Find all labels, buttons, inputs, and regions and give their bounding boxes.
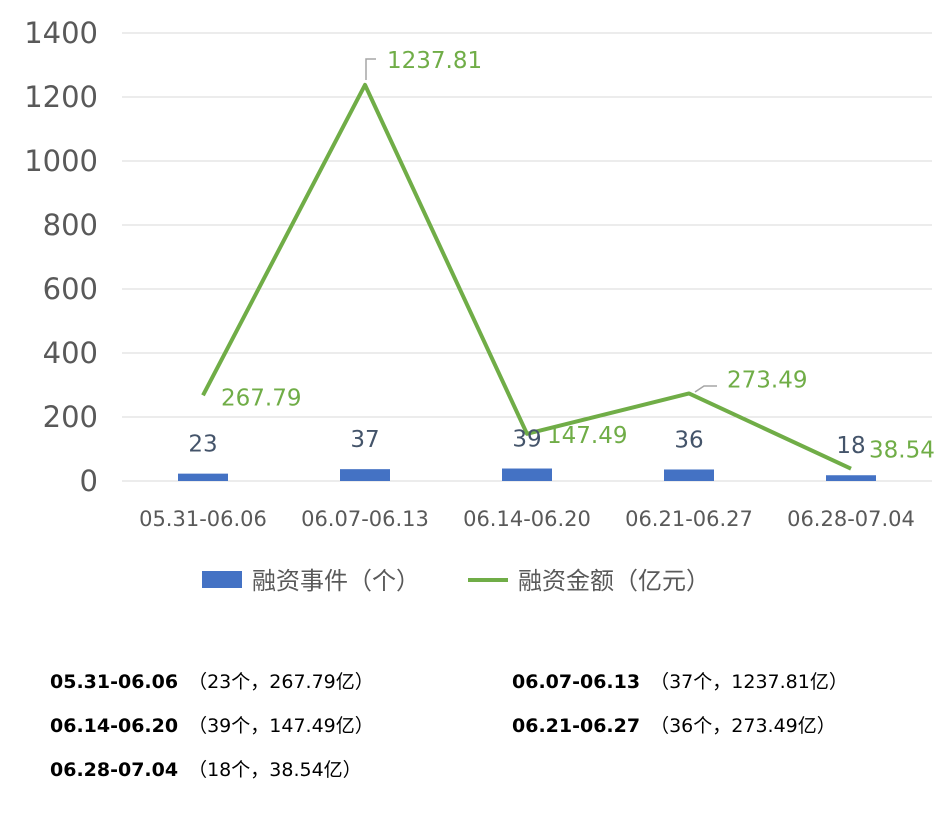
note-item: 06.07-06.13 （37个，1237.81亿） <box>512 660 848 704</box>
gridlines <box>122 32 932 482</box>
note-item: 06.14-06.20 （39个，147.49亿） <box>50 704 374 748</box>
bar <box>340 469 390 481</box>
note-detail: （36个，273.49亿） <box>650 715 836 737</box>
note-period: 05.31-06.06 <box>50 671 179 693</box>
note-period: 06.21-06.27 <box>512 715 641 737</box>
financing-chart: 0 200 400 600 800 1000 1200 1400 23 37 39 36 18 267… <box>24 16 935 595</box>
y-axis-ticks: 0 200 400 600 800 1000 1200 1400 <box>24 16 98 498</box>
line-data-label: 38.54 <box>869 438 935 464</box>
note-period: 06.14-06.20 <box>50 715 179 737</box>
x-axis-ticks: 05.31-06.06 06.07-06.13 06.14-06.20 06.21-0… <box>139 507 915 531</box>
bar-data-label: 23 <box>188 432 217 458</box>
note-detail: （37个，1237.81亿） <box>650 671 848 693</box>
legend-line-label: 融资金额（亿元） <box>518 567 710 595</box>
y-tick-label: 600 <box>43 272 98 306</box>
x-tick-label: 06.07-06.13 <box>301 507 429 531</box>
bar-data-label: 18 <box>836 433 865 459</box>
bars <box>178 468 876 481</box>
note-detail: （39个，147.49亿） <box>188 715 374 737</box>
y-tick-label: 1200 <box>24 80 98 114</box>
bar <box>178 473 228 481</box>
note-period: 06.28-07.04 <box>50 759 179 781</box>
x-tick-label: 06.14-06.20 <box>463 507 591 531</box>
legend-bar-label: 融资事件（个） <box>252 567 420 595</box>
legend-bar-swatch <box>202 571 242 588</box>
x-tick-label: 06.21-06.27 <box>625 507 753 531</box>
x-tick-label: 06.28-07.04 <box>787 507 915 531</box>
note-detail: （23个，267.79亿） <box>188 671 374 693</box>
line-series <box>201 82 852 471</box>
y-tick-label: 0 <box>80 464 98 498</box>
data-label-leader-line <box>694 385 717 393</box>
data-label-leader-line <box>365 58 376 80</box>
x-tick-label: 05.31-06.06 <box>139 507 267 531</box>
line-data-labels: 267.79 1237.81 147.49 273.49 38.54 <box>221 48 935 464</box>
y-tick-label: 200 <box>43 400 98 434</box>
y-tick-label: 800 <box>43 208 98 242</box>
bar-data-label: 37 <box>350 427 379 453</box>
note-item: 06.28-07.04 （18个，38.54亿） <box>50 748 362 792</box>
bar <box>664 469 714 481</box>
bar <box>826 475 876 481</box>
bar <box>502 468 552 481</box>
y-tick-label: 400 <box>43 336 98 370</box>
bar-data-label: 39 <box>512 427 541 453</box>
line-data-label: 1237.81 <box>387 48 482 74</box>
note-item: 06.21-06.27 （36个，273.49亿） <box>512 704 836 748</box>
y-tick-label: 1000 <box>24 144 98 178</box>
line-series-path <box>201 82 852 471</box>
y-tick-label: 1400 <box>24 16 98 50</box>
bar-data-labels: 23 37 39 36 18 <box>188 427 865 460</box>
line-data-label: 273.49 <box>727 367 807 393</box>
note-detail: （18个，38.54亿） <box>188 759 362 781</box>
legend: 融资事件（个） 融资金额（亿元） <box>202 567 710 595</box>
bar-data-label: 36 <box>674 427 703 453</box>
line-data-label: 147.49 <box>547 423 627 449</box>
note-period: 06.07-06.13 <box>512 671 641 693</box>
line-data-label: 267.79 <box>221 385 301 411</box>
note-item: 05.31-06.06 （23个，267.79亿） <box>50 660 374 704</box>
